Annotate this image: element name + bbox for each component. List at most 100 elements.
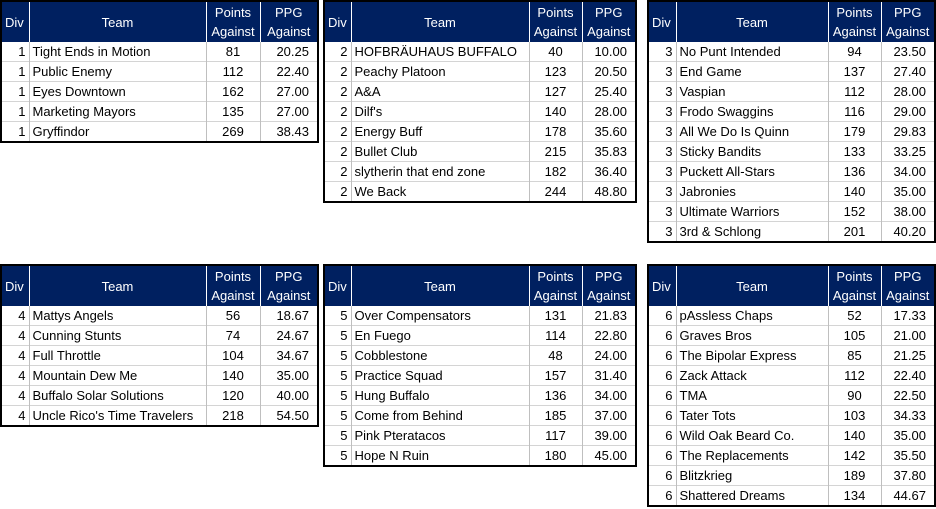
cell-team[interactable]: slytherin that end zone <box>350 161 529 182</box>
cell-ppg[interactable]: 24.67 <box>259 325 318 346</box>
cell-ppg[interactable]: 28.00 <box>581 101 636 122</box>
cell-ppg[interactable]: 35.83 <box>581 141 636 162</box>
cell-div[interactable]: 2 <box>324 161 351 182</box>
cell-team[interactable]: We Back <box>350 181 529 202</box>
cell-div[interactable]: 6 <box>648 465 676 486</box>
cell-div[interactable]: 3 <box>648 221 676 242</box>
cell-team[interactable]: Shattered Dreams <box>675 485 828 506</box>
cell-ppg[interactable]: 22.80 <box>581 325 636 346</box>
cell-team[interactable]: Dilf's <box>350 101 529 122</box>
header-team[interactable]: Team <box>350 1 529 42</box>
header-points[interactable]: Points Against <box>205 1 260 42</box>
cell-div[interactable]: 4 <box>1 405 29 426</box>
cell-points[interactable]: 179 <box>827 121 881 142</box>
cell-points[interactable]: 52 <box>827 306 881 326</box>
header-points[interactable]: Points Against <box>827 265 881 306</box>
cell-team[interactable]: Hung Buffalo <box>350 385 529 406</box>
cell-team[interactable]: Marketing Mayors <box>28 101 206 122</box>
cell-div[interactable]: 3 <box>648 141 676 162</box>
cell-team[interactable]: Wild Oak Beard Co. <box>675 425 828 446</box>
cell-ppg[interactable]: 27.00 <box>259 101 318 122</box>
cell-div[interactable]: 5 <box>324 425 351 446</box>
cell-team[interactable]: The Bipolar Express <box>675 345 828 366</box>
header-points[interactable]: Points Against <box>528 265 582 306</box>
cell-div[interactable]: 6 <box>648 325 676 346</box>
cell-ppg[interactable]: 54.50 <box>259 405 318 426</box>
cell-points[interactable]: 104 <box>205 345 260 366</box>
cell-points[interactable]: 182 <box>528 161 582 182</box>
cell-div[interactable]: 3 <box>665 44 673 59</box>
header-ppg[interactable]: PPG Against <box>880 265 935 306</box>
cell-ppg[interactable]: 29.83 <box>880 121 935 142</box>
cell-points[interactable]: 81 <box>205 42 260 62</box>
header-ppg[interactable]: PPG Against <box>581 265 636 306</box>
cell-team[interactable]: Full Throttle <box>28 345 206 366</box>
cell-points[interactable]: 142 <box>827 445 881 466</box>
cell-team[interactable]: HOFBRÄUHAUS BUFFALO <box>350 42 529 62</box>
cell-ppg[interactable]: 38.00 <box>880 201 935 222</box>
cell-div[interactable]: 4 <box>1 365 29 386</box>
cell-ppg[interactable]: 48.80 <box>581 181 636 202</box>
header-team[interactable]: Team <box>28 265 206 306</box>
cell-ppg[interactable]: 22.40 <box>259 61 318 82</box>
cell-team[interactable]: En Fuego <box>350 325 529 346</box>
cell-team[interactable]: A&A <box>350 81 529 102</box>
cell-team[interactable]: Tater Tots <box>675 405 828 426</box>
cell-team[interactable]: Zack Attack <box>675 365 828 386</box>
cell-points[interactable]: 178 <box>528 121 582 142</box>
cell-div[interactable]: 5 <box>324 385 351 406</box>
cell-div[interactable]: 6 <box>648 425 676 446</box>
cell-ppg[interactable]: 45.00 <box>581 445 636 466</box>
cell-ppg[interactable]: 23.50 <box>880 42 935 62</box>
header-ppg[interactable]: PPG Against <box>259 1 318 42</box>
cell-points[interactable]: 136 <box>827 161 881 182</box>
cell-ppg[interactable]: 28.00 <box>880 81 935 102</box>
cell-points[interactable]: 85 <box>827 345 881 366</box>
cell-points[interactable]: 201 <box>827 221 881 242</box>
cell-div[interactable]: 4 <box>1 345 29 366</box>
cell-points[interactable]: 112 <box>827 365 881 386</box>
cell-ppg[interactable]: 10.00 <box>581 42 636 62</box>
cell-div[interactable]: 6 <box>665 308 673 323</box>
cell-div[interactable]: 3 <box>648 161 676 182</box>
cell-team[interactable]: Frodo Swaggins <box>675 101 828 122</box>
cell-div[interactable]: 6 <box>648 365 676 386</box>
cell-div[interactable]: 2 <box>324 81 351 102</box>
cell-points[interactable]: 269 <box>205 121 260 142</box>
cell-points[interactable]: 140 <box>205 365 260 386</box>
cell-team[interactable]: Over Compensators <box>350 306 529 326</box>
cell-team[interactable]: Eyes Downtown <box>28 81 206 102</box>
cell-ppg[interactable]: 35.00 <box>880 425 935 446</box>
header-ppg[interactable]: PPG Against <box>259 265 318 306</box>
cell-div[interactable]: 6 <box>648 485 676 506</box>
cell-team[interactable]: Public Enemy <box>28 61 206 82</box>
cell-team[interactable]: The Replacements <box>675 445 828 466</box>
header-team[interactable]: Team <box>675 265 828 306</box>
cell-ppg[interactable]: 21.00 <box>880 325 935 346</box>
cell-ppg[interactable]: 37.00 <box>581 405 636 426</box>
cell-div[interactable]: 3 <box>648 61 676 82</box>
cell-div[interactable]: 5 <box>324 445 351 466</box>
cell-team[interactable]: All We Do Is Quinn <box>675 121 828 142</box>
header-div[interactable]: Div <box>648 265 676 306</box>
header-div[interactable]: Div <box>1 1 29 42</box>
cell-points[interactable]: 103 <box>827 405 881 426</box>
cell-ppg[interactable]: 18.67 <box>259 306 318 326</box>
cell-ppg[interactable]: 44.67 <box>880 485 935 506</box>
cell-team[interactable]: Energy Buff <box>350 121 529 142</box>
header-ppg[interactable]: PPG Against <box>880 1 935 42</box>
cell-team[interactable]: Practice Squad <box>350 365 529 386</box>
cell-points[interactable]: 135 <box>205 101 260 122</box>
cell-team[interactable]: Blitzkrieg <box>675 465 828 486</box>
cell-div[interactable]: 1 <box>1 81 29 102</box>
cell-points[interactable]: 162 <box>205 81 260 102</box>
cell-points[interactable]: 127 <box>528 81 582 102</box>
cell-ppg[interactable]: 35.60 <box>581 121 636 142</box>
cell-ppg[interactable]: 39.00 <box>581 425 636 446</box>
cell-points[interactable]: 105 <box>827 325 881 346</box>
cell-team[interactable]: 3rd & Schlong <box>675 221 828 242</box>
cell-div[interactable]: 2 <box>324 61 351 82</box>
cell-div[interactable]: 2 <box>324 181 351 202</box>
cell-div[interactable]: 1 <box>1 61 29 82</box>
cell-ppg[interactable]: 34.33 <box>880 405 935 426</box>
